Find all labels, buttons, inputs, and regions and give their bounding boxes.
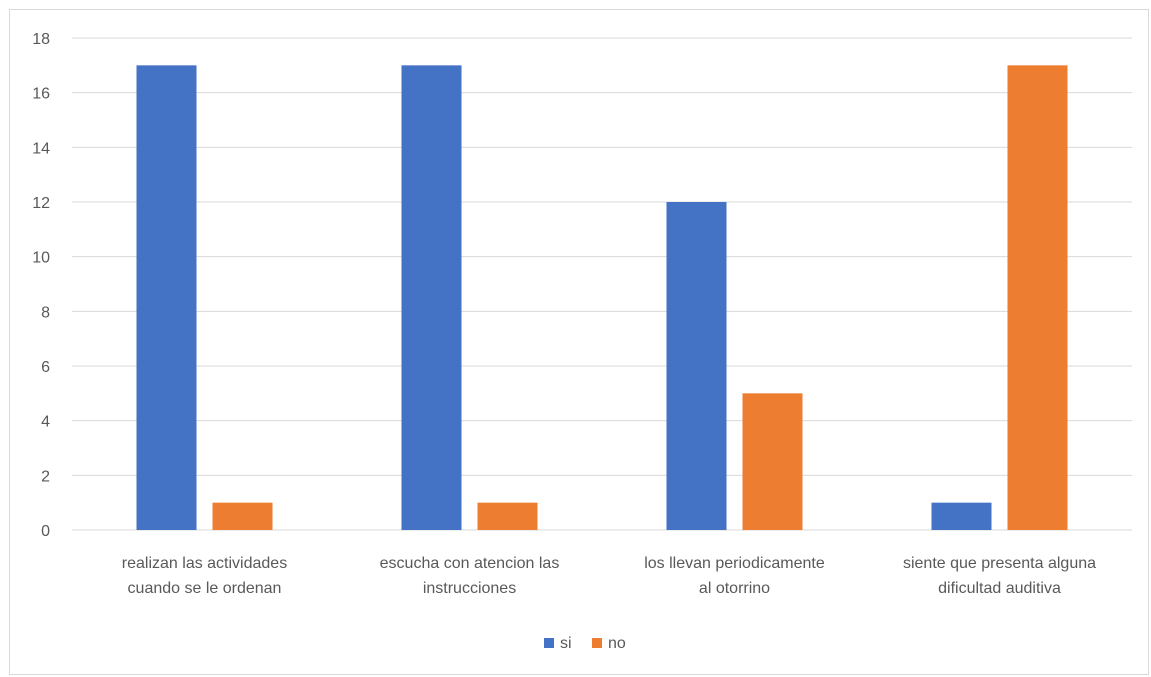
bar-si-0: [136, 65, 197, 530]
x-category-label: siente que presenta alguna: [903, 555, 1096, 572]
y-tick-label: 2: [41, 468, 50, 485]
legend-swatch-si: [544, 638, 554, 648]
bar-no-1: [477, 502, 538, 530]
y-tick-label: 6: [41, 359, 50, 376]
y-tick-label: 8: [41, 304, 50, 321]
x-category-label: escucha con atencion las: [380, 555, 560, 572]
gridlines: [72, 37, 1132, 531]
y-tick-label: 4: [41, 414, 50, 431]
bar-no-3: [1007, 65, 1068, 530]
y-tick-label: 0: [41, 523, 50, 540]
legend-label-no: no: [608, 635, 626, 652]
y-tick-label: 12: [32, 195, 50, 212]
legend-label-si: si: [560, 635, 572, 652]
bars: [136, 65, 1068, 530]
chart-frame: [9, 9, 1149, 675]
x-category-label: al otorrino: [699, 580, 770, 597]
bar-si-1: [401, 65, 462, 530]
y-tick-label: 18: [32, 31, 50, 48]
y-axis-ticks: 0 2 4 6 8 10 12 14 16 18: [32, 31, 50, 540]
bar-si-3: [931, 502, 992, 530]
x-category-label: realizan las actividades: [122, 555, 287, 572]
legend-swatch-no: [592, 638, 602, 648]
x-category-label: dificultad auditiva: [938, 580, 1061, 597]
bar-no-0: [212, 502, 273, 530]
x-category-label: los llevan periodicamente: [644, 555, 825, 572]
x-category-label: cuando se le ordenan: [128, 580, 282, 597]
x-category-label: instrucciones: [423, 580, 516, 597]
y-tick-label: 10: [32, 250, 50, 267]
legend: si no: [544, 635, 626, 652]
bar-si-2: [666, 202, 727, 530]
bar-no-2: [742, 393, 803, 530]
y-tick-label: 14: [32, 140, 50, 157]
y-tick-label: 16: [32, 86, 50, 103]
x-axis-categories: realizan las actividades cuando se le ord…: [122, 555, 1096, 597]
